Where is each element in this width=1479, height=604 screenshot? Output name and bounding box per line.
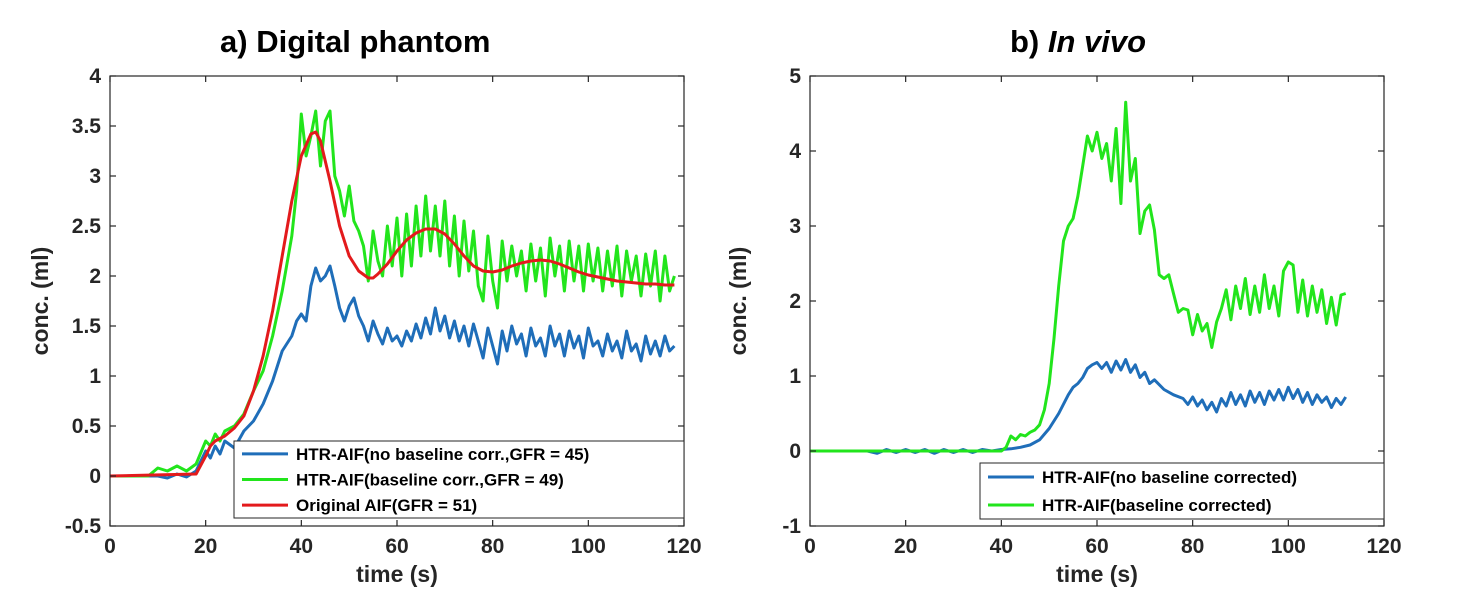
x-tick-label: 100 <box>1271 535 1306 558</box>
y-tick-label: 3 <box>89 165 101 188</box>
series-line-1 <box>110 264 676 480</box>
x-tick-label: 60 <box>385 535 408 558</box>
x-tick-label: 20 <box>194 535 217 558</box>
series-line-2 <box>110 109 676 478</box>
legend-box <box>233 440 685 519</box>
x-tick-label: 80 <box>481 535 504 558</box>
y-tick-label: 3.5 <box>72 115 102 138</box>
y-tick-label: 5 <box>789 65 801 88</box>
x-tick-label: 0 <box>804 535 816 558</box>
x-tick-label: 100 <box>571 535 606 558</box>
y-tick-label: 0 <box>89 465 101 488</box>
x-tick-label: 0 <box>104 535 116 558</box>
chart-panel-a: 0 20 40 60 80 100 120-0.500.511.522.533.54time… <box>27 65 702 587</box>
x-tick-label: 40 <box>290 535 313 558</box>
x-tick-label: 120 <box>666 535 701 558</box>
x-axis-label: time (s) <box>356 561 438 587</box>
y-tick-label: -1 <box>782 515 801 538</box>
panel-b-title: b) In vivo <box>1010 24 1147 59</box>
x-tick-label: 60 <box>1085 535 1108 558</box>
series-line-3 <box>110 130 675 478</box>
x-tick-label: 20 <box>894 535 917 558</box>
y-tick-label: 1 <box>89 365 101 388</box>
legend-label-3: Original AIF(GFR = 51) <box>296 496 477 515</box>
y-tick-label: 2 <box>89 265 101 288</box>
legend-label-1: HTR-AIF(no baseline corr.,GFR = 45) <box>296 445 589 464</box>
y-axis-label: conc. (ml) <box>27 247 53 356</box>
legend-label-1: HTR-AIF(no baseline corrected) <box>1042 468 1297 487</box>
x-tick-label: 40 <box>990 535 1013 558</box>
series-line-1 <box>810 358 1347 455</box>
x-axis-label: time (s) <box>1056 561 1138 587</box>
legend: HTR-AIF(no baseline corr.,GFR = 45) HTR-A… <box>233 440 685 519</box>
legend-box <box>979 462 1385 520</box>
y-tick-label: 1.5 <box>72 315 102 338</box>
y-tick-label: 4 <box>89 65 101 88</box>
y-tick-label: 4 <box>789 140 801 163</box>
y-tick-label: 1 <box>789 365 801 388</box>
series-line-2 <box>810 100 1347 453</box>
legend-label-2: HTR-AIF(baseline corr.,GFR = 49) <box>296 471 564 490</box>
y-tick-label: 0.5 <box>72 415 102 438</box>
panel-a-title: a) Digital phantom <box>220 24 491 59</box>
y-tick-label: 0 <box>789 440 801 463</box>
legend-label-2: HTR-AIF(baseline corrected) <box>1042 496 1272 515</box>
legend: HTR-AIF(no baseline corrected) HTR-AIF(ba… <box>979 462 1385 520</box>
y-tick-label: 2 <box>789 290 801 313</box>
y-tick-label: -0.5 <box>65 515 102 538</box>
y-axis-label: conc. (ml) <box>725 247 751 356</box>
x-tick-label: 80 <box>1181 535 1204 558</box>
y-tick-label: 3 <box>789 215 801 238</box>
y-tick-label: 2.5 <box>72 215 102 238</box>
x-tick-label: 120 <box>1366 535 1401 558</box>
